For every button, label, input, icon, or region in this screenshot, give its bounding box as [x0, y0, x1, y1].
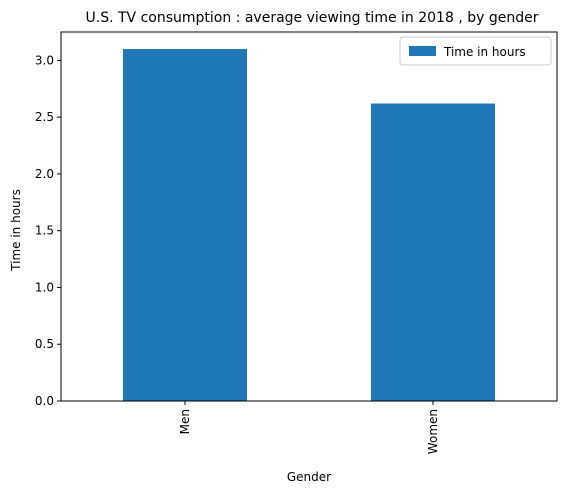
chart-title: U.S. TV consumption : average viewing ti… [86, 10, 539, 26]
bars-group [123, 49, 495, 402]
plot-area: 0.0 0.5 1.0 1.5 2.0 2.5 3.0 Men Women [35, 31, 558, 454]
axes-frame [60, 31, 558, 402]
bar-women [371, 103, 495, 401]
y-tick-label: 3.0 [35, 53, 54, 67]
x-tick-label-men: Men [178, 409, 192, 434]
legend: Time in hours [399, 36, 552, 66]
legend-swatch [409, 46, 436, 56]
x-tick-label-women: Women [426, 409, 440, 454]
legend-box [399, 36, 552, 66]
bar-men [123, 49, 247, 402]
x-axis-label: Gender [287, 470, 331, 484]
y-tick-label: 0.5 [35, 337, 54, 351]
legend-label: Time in hours [443, 45, 526, 59]
y-tick-label: 2.5 [35, 110, 54, 124]
x-axis-ticks: Men Women [178, 401, 440, 454]
y-tick-label: 2.0 [35, 167, 54, 181]
y-axis-ticks: 0.0 0.5 1.0 1.5 2.0 2.5 3.0 [35, 53, 61, 408]
y-tick-label: 1.5 [35, 224, 54, 238]
y-axis-label: Time in hours [9, 189, 23, 272]
y-tick-label: 1.0 [35, 280, 54, 294]
y-tick-label: 0.0 [35, 394, 54, 408]
